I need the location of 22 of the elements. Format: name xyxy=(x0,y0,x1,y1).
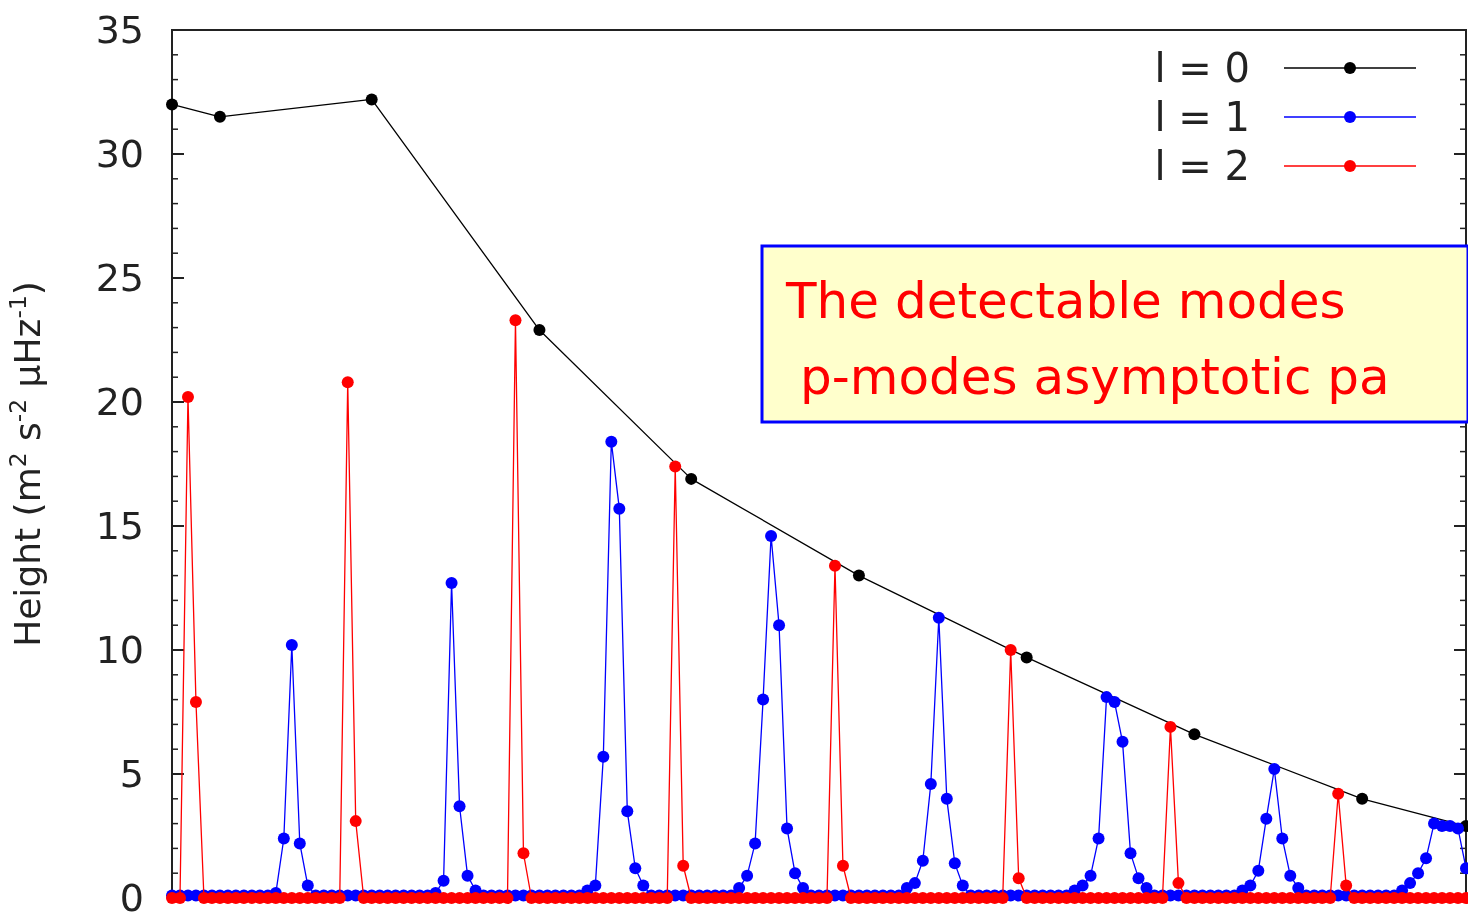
point xyxy=(1356,792,1369,805)
point xyxy=(852,569,865,582)
y-tick-label: 30 xyxy=(95,132,144,176)
point xyxy=(213,110,226,123)
legend-label: l = 1 xyxy=(1154,94,1250,140)
point xyxy=(533,324,546,337)
point xyxy=(166,98,178,111)
point xyxy=(365,93,378,106)
y-tick-label: 5 xyxy=(119,752,144,796)
annotation: The detectable modes xyxy=(785,272,1346,330)
y-tick-label: 15 xyxy=(95,504,144,548)
y-tick-label: 10 xyxy=(95,628,144,672)
point xyxy=(1188,728,1201,741)
point xyxy=(685,472,698,485)
y-tick-label: 20 xyxy=(95,380,144,424)
legend-label: l = 2 xyxy=(1154,143,1250,189)
y-tick-label: 0 xyxy=(119,876,144,920)
legend-label: l = 0 xyxy=(1154,45,1250,91)
annotation: p-modes asymptotic pa xyxy=(800,348,1390,406)
y-tick-label: 35 xyxy=(95,8,144,52)
point xyxy=(1020,651,1033,664)
y-tick-label: 25 xyxy=(95,256,144,300)
